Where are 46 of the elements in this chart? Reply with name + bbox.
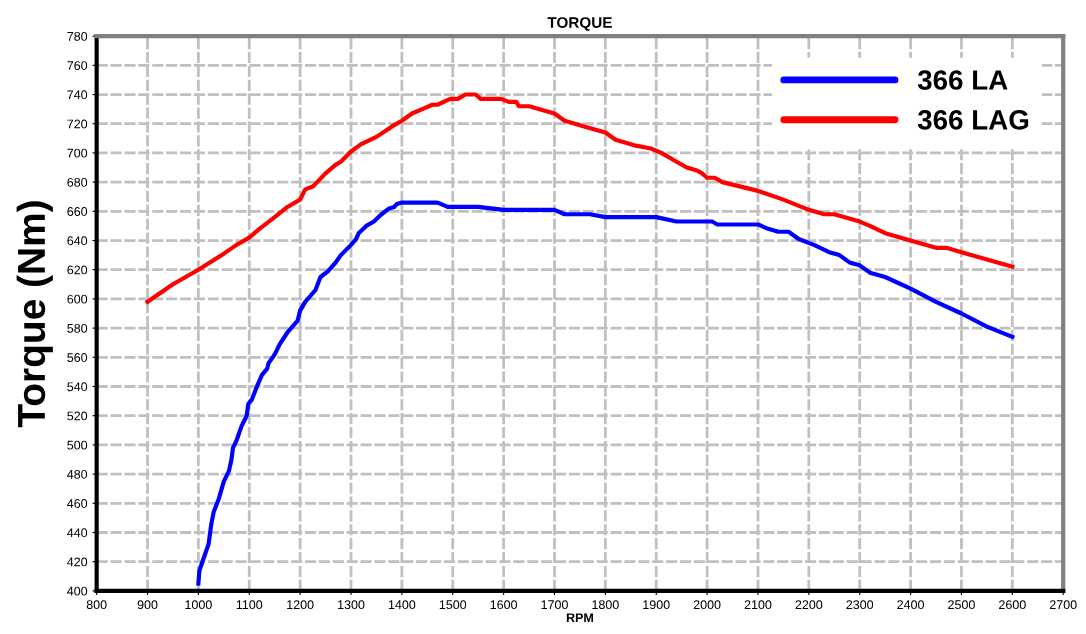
x-tick-label: 2300 — [846, 600, 874, 610]
x-tick-label: 2700 — [1049, 600, 1077, 610]
x-tick-label: 2400 — [897, 600, 924, 610]
x-tick-label: 1100 — [236, 600, 263, 610]
y-tick-label: 480 — [67, 469, 88, 479]
y-tick-label: 640 — [67, 236, 88, 246]
x-tick-label: 800 — [86, 600, 107, 610]
x-axis-title: RPM — [566, 613, 593, 623]
legend-label: 366 LAG — [917, 109, 1029, 130]
y-tick-label: 660 — [67, 207, 88, 216]
x-tick-label: 1600 — [490, 600, 518, 610]
x-tick-label: 1300 — [338, 600, 365, 610]
y-tick-label: 420 — [67, 557, 88, 567]
y-tick-label: 540 — [67, 382, 88, 392]
y-axis-title: Torque (Nm) — [16, 201, 53, 428]
x-tick-label: 2500 — [948, 600, 975, 610]
y-tick-label: 520 — [67, 411, 88, 421]
chart-title: TORQUE — [547, 17, 612, 31]
y-tick-label: 680 — [67, 177, 88, 187]
y-tick-label: 780 — [67, 31, 88, 41]
y-tick-label: 460 — [67, 499, 88, 508]
x-tick-label: 1500 — [439, 600, 467, 610]
y-tick-label: 720 — [67, 119, 88, 129]
y-tick-label: 400 — [67, 586, 88, 596]
y-tick-label: 760 — [67, 61, 88, 70]
x-tick-label: 1000 — [185, 600, 212, 610]
x-tick-label: 1700 — [541, 600, 568, 610]
y-tick-label: 560 — [67, 353, 88, 362]
x-tick-label: 1400 — [388, 600, 416, 610]
x-tick-label: 2600 — [999, 600, 1026, 610]
y-tick-label: 600 — [67, 294, 88, 304]
y-tick-label: 620 — [67, 265, 88, 275]
y-tick-label: 740 — [67, 90, 88, 100]
x-tick-label: 2200 — [795, 600, 823, 610]
x-tick-label: 1900 — [643, 600, 670, 610]
x-tick-label: 1200 — [287, 600, 314, 610]
y-tick-label: 580 — [67, 323, 88, 333]
x-tick-label: 2000 — [693, 600, 721, 610]
legend-label: 366 LA — [917, 70, 1008, 90]
x-tick-label: 900 — [137, 600, 158, 610]
line-series — [196, 200, 1015, 586]
y-tick-label: 500 — [67, 440, 88, 450]
x-tick-label: 1800 — [592, 600, 619, 610]
y-tick-label: 440 — [67, 528, 88, 538]
y-tick-label: 700 — [67, 148, 88, 158]
x-tick-label: 2100 — [744, 600, 772, 610]
